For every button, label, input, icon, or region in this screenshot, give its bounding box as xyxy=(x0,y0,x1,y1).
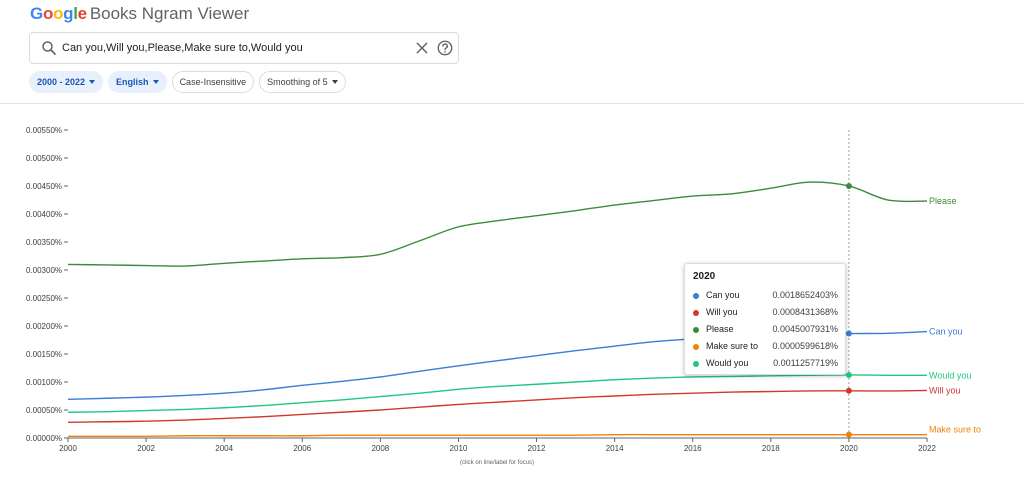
tooltip-series-value: 0.0045007931% xyxy=(772,324,838,334)
ngram-chart[interactable]: 0.00000% 0.00050% 0.00100% 0.00150% 0.00200%… xyxy=(0,103,1024,478)
x-tick-label: 2020 xyxy=(840,444,858,453)
series-color-dot xyxy=(693,344,699,350)
tooltip-series-name: Make sure to xyxy=(706,341,759,351)
y-tick-label: 0.00050% xyxy=(26,406,62,415)
x-tick-label: 2014 xyxy=(606,444,624,453)
close-icon[interactable] xyxy=(414,40,430,56)
series-color-dot xyxy=(693,361,699,367)
logo-letter: o xyxy=(53,4,64,23)
y-tick-label: 0.00450% xyxy=(26,182,62,191)
smoothing-dropdown[interactable]: Smoothing of 5 xyxy=(259,71,346,93)
x-tick-label: 2012 xyxy=(528,444,546,453)
series-end-label-can-you[interactable]: Can you xyxy=(929,327,963,337)
hover-tooltip: 2020 Can you 0.0018652403% Will you 0.00084… xyxy=(684,263,846,375)
chevron-down-icon xyxy=(331,80,338,84)
hover-point-will-you xyxy=(845,387,852,394)
y-tick-label: 0.00150% xyxy=(26,350,62,359)
series-line-please[interactable] xyxy=(67,181,928,267)
chevron-down-icon xyxy=(89,80,96,84)
tooltip-series-name: Would you xyxy=(706,358,749,368)
x-tick-label: 2000 xyxy=(59,444,77,453)
tooltip-series-value: 0.0008431368% xyxy=(772,307,838,317)
year-range-dropdown[interactable]: 2000 - 2022 xyxy=(29,71,104,93)
y-tick-label: 0.00200% xyxy=(26,322,62,331)
y-tick-label: 0.00400% xyxy=(26,210,62,219)
logo-letter: l xyxy=(73,4,78,23)
series-end-label-will-you[interactable]: Will you xyxy=(929,385,961,395)
smoothing-label: Smoothing of 5 xyxy=(267,77,328,87)
case-insensitive-toggle[interactable]: Case-Insensitive xyxy=(171,71,255,93)
hover-point-make-sure-to xyxy=(845,431,852,438)
google-wordmark: Google xyxy=(30,4,87,23)
x-tick-label: 2016 xyxy=(684,444,702,453)
tooltip-row: Make sure to 0.0000599618% xyxy=(693,341,838,355)
search-icon[interactable] xyxy=(40,39,58,57)
x-tick-label: 2004 xyxy=(215,444,233,453)
language-dropdown[interactable]: English xyxy=(108,71,167,93)
series-line-will-you[interactable] xyxy=(67,389,928,424)
case-label: Case-Insensitive xyxy=(179,77,247,87)
hover-point-please xyxy=(845,182,852,189)
year-range-label: 2000 - 2022 xyxy=(37,77,86,87)
search-input[interactable] xyxy=(62,38,432,58)
hover-point-would-you xyxy=(845,371,852,378)
search-box xyxy=(29,32,459,64)
tooltip-year: 2020 xyxy=(693,271,716,282)
y-tick-label: 0.00100% xyxy=(26,378,62,387)
filter-bar: 2000 - 2022 English Case-Insensitive Smo… xyxy=(29,71,346,93)
y-tick-label: 0.00350% xyxy=(26,238,62,247)
tooltip-row: Would you 0.0011257719% xyxy=(693,358,838,372)
y-tick-label: 0.00500% xyxy=(26,154,62,163)
y-tick-label: 0.00300% xyxy=(26,266,62,275)
tooltip-series-value: 0.0011257719% xyxy=(773,358,838,368)
x-tick-label: 2008 xyxy=(371,444,389,453)
series-color-dot xyxy=(693,310,699,316)
y-tick-label: 0.00000% xyxy=(26,434,62,443)
series-end-label-would-you[interactable]: Would you xyxy=(929,370,971,380)
x-tick-label: 2006 xyxy=(293,444,311,453)
logo-letter: g xyxy=(63,4,74,23)
logo-letter: o xyxy=(42,4,54,23)
language-label: English xyxy=(116,77,149,87)
series-end-label-make-sure-to[interactable]: Make sure to xyxy=(929,425,981,435)
tooltip-series-name: Can you xyxy=(706,290,740,300)
tooltip-series-name: Will you xyxy=(706,307,738,317)
logo-letter: e xyxy=(77,4,87,23)
tooltip-row: Will you 0.0008431368% xyxy=(693,307,838,321)
y-tick-label: 0.00550% xyxy=(26,126,62,135)
series-color-dot xyxy=(693,327,699,333)
logo-letter: G xyxy=(30,4,43,23)
tooltip-series-name: Please xyxy=(706,324,734,334)
help-icon[interactable] xyxy=(436,39,454,57)
tooltip-series-value: 0.0018652403% xyxy=(772,290,838,300)
x-tick-label: 2022 xyxy=(918,444,936,453)
tooltip-row: Please 0.0045007931% xyxy=(693,324,838,338)
chart-footnote: (click on line/label for focus) xyxy=(460,460,534,466)
series-end-label-please[interactable]: Please xyxy=(929,196,957,206)
tooltip-row: Can you 0.0018652403% xyxy=(693,290,838,304)
series-color-dot xyxy=(693,293,699,299)
app-logo[interactable]: Google Books Ngram Viewer xyxy=(30,4,249,24)
app-title: Books Ngram Viewer xyxy=(89,4,250,23)
tooltip-series-value: 0.0000599618% xyxy=(772,341,838,351)
x-tick-label: 2010 xyxy=(450,444,468,453)
series-line-make-sure-to[interactable] xyxy=(68,433,927,438)
x-tick-label: 2002 xyxy=(137,444,155,453)
chevron-down-icon xyxy=(152,80,159,84)
hover-point-can-you xyxy=(845,330,852,337)
x-tick-label: 2018 xyxy=(762,444,780,453)
y-tick-label: 0.00250% xyxy=(26,294,62,303)
series-line-would-you[interactable] xyxy=(67,374,928,413)
